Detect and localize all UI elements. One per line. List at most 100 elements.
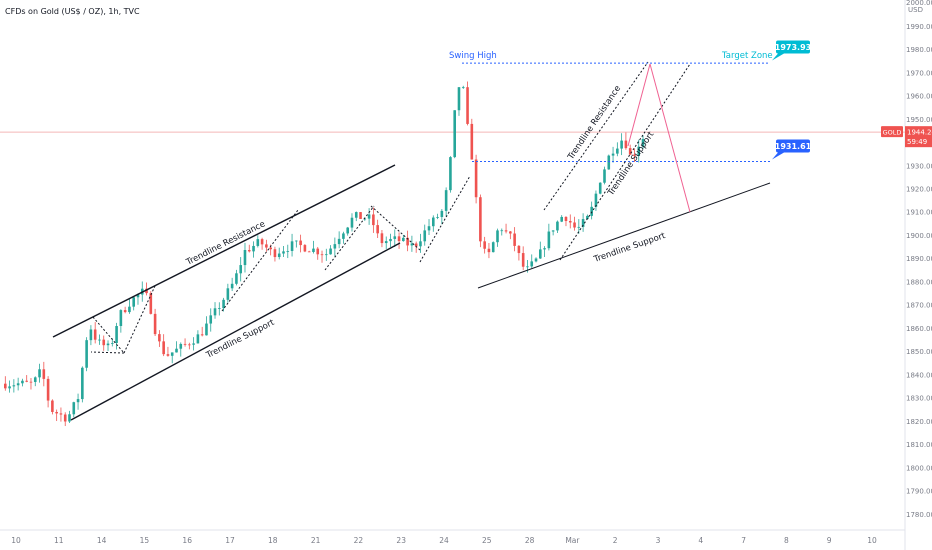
candle-body bbox=[205, 323, 208, 336]
candle-body bbox=[98, 339, 101, 341]
candle-body bbox=[89, 329, 93, 341]
candle-body bbox=[337, 238, 341, 245]
candle-body bbox=[440, 210, 444, 217]
candle-body bbox=[470, 123, 474, 160]
candle-body bbox=[453, 110, 456, 158]
candle-body bbox=[162, 341, 165, 355]
candle-body bbox=[483, 241, 486, 249]
y-tick-label: 1920.00 bbox=[906, 185, 932, 193]
candle-body bbox=[179, 343, 183, 349]
candle-body bbox=[128, 306, 131, 313]
candle-body bbox=[641, 139, 645, 147]
candle-body bbox=[346, 227, 349, 234]
y-tick-label: 1820.00 bbox=[906, 418, 932, 426]
candle-body bbox=[12, 385, 16, 387]
level-badge-pointer bbox=[772, 152, 784, 160]
y-tick-label: 1980.00 bbox=[906, 46, 932, 54]
candle-body bbox=[166, 354, 170, 356]
candle-body bbox=[457, 87, 461, 111]
candle-body bbox=[119, 310, 123, 327]
y-tick-label: 1780.00 bbox=[906, 511, 932, 519]
candle-body bbox=[38, 369, 41, 378]
candle-body bbox=[628, 148, 632, 155]
time-axis[interactable]: 10 11 14 15 16 17 18 21 22 23 24 25 28 Mar 2 3 4 7 8 9 10 bbox=[11, 536, 877, 545]
annotation-label: Trendline Support bbox=[606, 129, 657, 198]
x-tick-label: 11 bbox=[54, 536, 64, 545]
level-badge-label: 1973.93 bbox=[775, 43, 811, 52]
candle-body bbox=[303, 245, 307, 252]
candle-body bbox=[573, 222, 576, 228]
level-badge-pointer bbox=[772, 53, 784, 61]
candle-body bbox=[123, 310, 127, 313]
candle-body bbox=[444, 190, 448, 211]
candle-body bbox=[624, 140, 628, 149]
trendline-support bbox=[477, 182, 771, 289]
candle-body bbox=[76, 399, 80, 403]
candle-body bbox=[633, 154, 636, 156]
candle-body bbox=[551, 230, 555, 232]
projection-line bbox=[627, 63, 651, 147]
countdown-label: 59:49 bbox=[907, 138, 927, 146]
x-tick-label: 17 bbox=[225, 536, 235, 545]
candle-body bbox=[269, 247, 272, 250]
symbol-label: GOLD bbox=[883, 129, 902, 137]
candle-body bbox=[213, 308, 217, 316]
candle-body bbox=[295, 240, 298, 242]
price-axis[interactable]: 1780.00 1790.00 1800.00 1810.00 1820.00 1830.… bbox=[906, 0, 932, 519]
candle-body bbox=[256, 239, 260, 246]
x-tick-label: 22 bbox=[354, 536, 364, 545]
candle-body bbox=[63, 414, 67, 422]
candle-body bbox=[329, 248, 332, 255]
candle-body bbox=[543, 248, 546, 250]
candle-body bbox=[534, 258, 538, 262]
candle-body bbox=[547, 231, 551, 249]
candle-body bbox=[153, 313, 157, 335]
candle-body bbox=[286, 251, 290, 252]
candle-body bbox=[487, 248, 491, 253]
candle-body bbox=[312, 248, 315, 252]
dotted-line bbox=[123, 285, 156, 354]
current-price-label: 1944.24 bbox=[907, 129, 932, 137]
candle-body bbox=[8, 386, 11, 389]
dotted-line bbox=[90, 351, 125, 354]
candle-body bbox=[252, 245, 255, 252]
candle-body bbox=[556, 221, 559, 231]
x-tick-label: 24 bbox=[439, 536, 449, 545]
x-tick-label: 14 bbox=[97, 536, 107, 545]
candle-body bbox=[81, 367, 84, 400]
trendline-resistance bbox=[52, 164, 396, 338]
candle-body bbox=[560, 216, 563, 222]
candle-body bbox=[320, 254, 324, 256]
candle-body bbox=[461, 87, 465, 89]
candle-body bbox=[42, 369, 46, 379]
candle-body bbox=[55, 411, 58, 414]
candle-body bbox=[59, 413, 63, 415]
annotation-label: Trendline Support bbox=[204, 317, 277, 361]
candle-body bbox=[509, 231, 512, 234]
candle-body bbox=[260, 239, 264, 245]
annotation-label: Swing High bbox=[449, 51, 497, 61]
candle-body bbox=[106, 343, 110, 346]
annotation-label: Trendline Resistance bbox=[184, 219, 267, 268]
candle-body bbox=[393, 236, 397, 239]
candle-body bbox=[200, 334, 204, 336]
candle-body bbox=[46, 378, 50, 401]
chart-title: CFDs on Gold (US$ / OZ), 1h, TVC bbox=[5, 7, 140, 16]
candle-body bbox=[539, 249, 542, 259]
candle-body bbox=[513, 233, 516, 246]
candle-body bbox=[620, 140, 623, 149]
candle-body bbox=[474, 159, 478, 198]
candle-body bbox=[277, 253, 281, 258]
y-tick-label: 1900.00 bbox=[906, 232, 932, 240]
annotation-label: Target Zone bbox=[721, 51, 773, 61]
candle-body bbox=[436, 216, 439, 218]
candle-body bbox=[222, 299, 225, 309]
dotted-line bbox=[92, 316, 125, 354]
candle-body bbox=[132, 297, 135, 307]
candle-body bbox=[449, 157, 452, 191]
candle-body bbox=[29, 381, 33, 383]
candle-body bbox=[406, 237, 409, 246]
candle-body bbox=[72, 402, 76, 415]
candle-body bbox=[51, 400, 54, 412]
